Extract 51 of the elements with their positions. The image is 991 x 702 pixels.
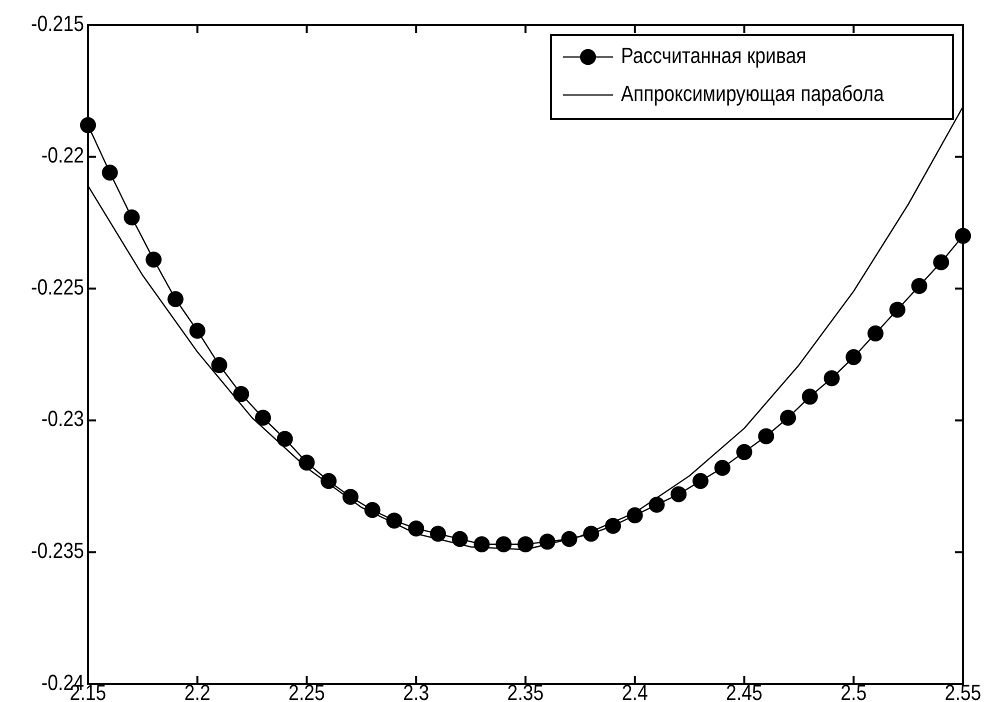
point bbox=[124, 209, 140, 226]
x-tick-label: 2.25 bbox=[288, 681, 325, 702]
point bbox=[933, 254, 950, 270]
y-tick-label: -0.22 bbox=[41, 144, 84, 168]
point bbox=[846, 349, 862, 366]
point bbox=[298, 454, 315, 471]
point bbox=[889, 302, 906, 318]
x-tick-label: 2.5 bbox=[840, 681, 867, 702]
point bbox=[189, 322, 206, 339]
point bbox=[342, 488, 358, 505]
y-tick-label: -0.23 bbox=[41, 408, 84, 432]
point bbox=[168, 291, 184, 308]
point bbox=[364, 502, 380, 518]
x-tick-label: 2.45 bbox=[726, 681, 762, 702]
point bbox=[868, 325, 884, 342]
point bbox=[320, 473, 337, 490]
point bbox=[758, 428, 774, 444]
x-tick-label: 2.4 bbox=[622, 681, 648, 702]
y-tick-label: -0.215 bbox=[30, 12, 84, 36]
legend-label: Аппроксимирующая парабола bbox=[621, 82, 884, 106]
point bbox=[802, 388, 818, 405]
point bbox=[736, 444, 752, 460]
point bbox=[430, 526, 446, 542]
point bbox=[626, 507, 643, 524]
point bbox=[714, 460, 730, 476]
x-tick-label: 2.35 bbox=[507, 681, 544, 702]
x-tick-label: 2.2 bbox=[184, 681, 210, 702]
point bbox=[911, 278, 928, 294]
x-tick-label: 2.55 bbox=[944, 681, 982, 702]
point bbox=[452, 531, 468, 548]
point bbox=[276, 430, 293, 447]
point bbox=[824, 370, 840, 386]
point bbox=[605, 518, 621, 534]
point bbox=[496, 536, 512, 552]
point bbox=[539, 534, 556, 550]
point bbox=[255, 410, 271, 426]
point bbox=[670, 486, 687, 502]
point bbox=[386, 512, 402, 529]
point bbox=[692, 473, 708, 490]
point bbox=[233, 386, 250, 402]
point bbox=[146, 252, 162, 268]
point bbox=[211, 357, 228, 374]
legend-label: Рассчитанная кривая bbox=[621, 44, 806, 68]
point bbox=[518, 536, 534, 552]
point bbox=[408, 520, 424, 536]
point bbox=[648, 496, 665, 513]
point bbox=[102, 164, 118, 181]
x-tick-label: 2.3 bbox=[403, 681, 430, 702]
point bbox=[780, 410, 796, 426]
y-tick-label: -0.235 bbox=[30, 540, 84, 564]
y-tick-label: -0.225 bbox=[30, 276, 84, 300]
